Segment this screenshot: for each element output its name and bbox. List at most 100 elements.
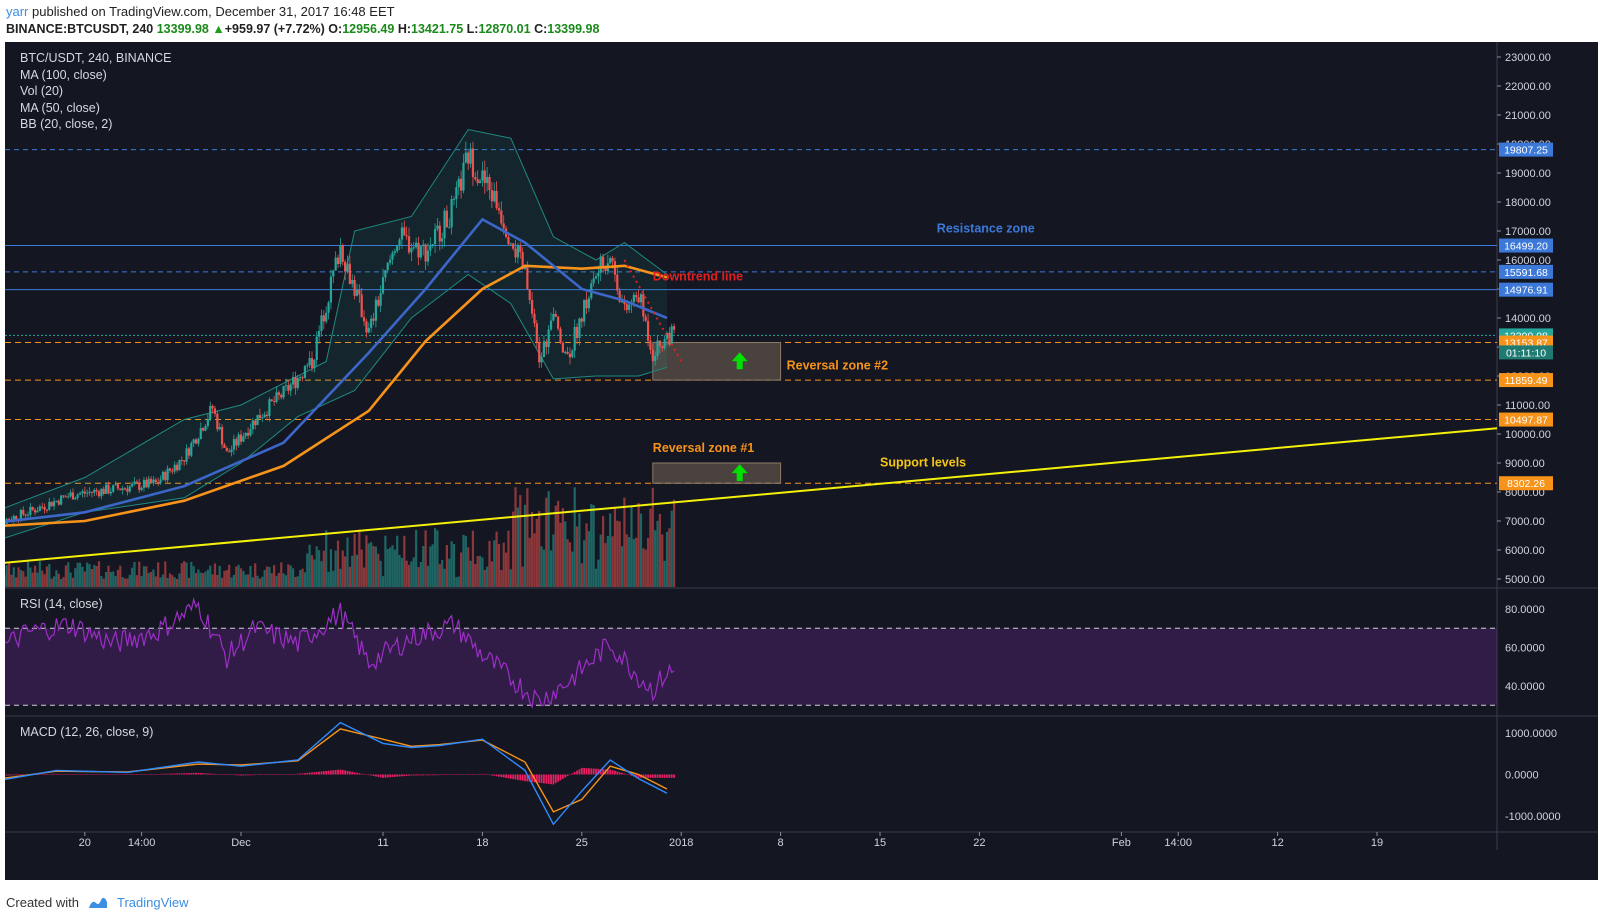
candle-body: [410, 248, 413, 253]
candle-body: [469, 148, 472, 164]
volume-bar: [123, 578, 127, 587]
volume-bar: [561, 508, 564, 587]
candle-body: [478, 180, 482, 184]
candle-body: [64, 496, 67, 498]
macd-hist-bar: [8, 774, 10, 776]
x-tick-label: 14:00: [128, 837, 156, 849]
candle-body: [564, 351, 567, 353]
chart-canvas[interactable]: 23000.0022000.0021000.0019800.0019000.00…: [5, 42, 1598, 880]
candle-body: [424, 244, 427, 262]
candle-body: [60, 495, 63, 505]
candle-body: [488, 176, 491, 191]
macd-hist-bar: [308, 772, 311, 775]
volume-bar: [228, 564, 231, 587]
candle-body: [526, 265, 529, 290]
macd-hist-bar: [583, 767, 586, 775]
macd-hist-bar: [505, 774, 507, 778]
macd-hist-bar: [93, 774, 96, 775]
volume-bar: [362, 567, 366, 587]
volume-bar: [396, 535, 399, 587]
candle-body: [173, 464, 176, 472]
candle-body: [168, 468, 172, 471]
macd-hist-bar: [448, 774, 451, 775]
volume-bar: [218, 565, 221, 587]
price-level-tag: 16499.20: [1499, 238, 1553, 253]
y-tick-label: 17000.00: [1505, 226, 1551, 238]
volume-bar: [209, 565, 212, 587]
volume-bar: [403, 535, 406, 587]
candle-body: [121, 488, 124, 491]
volume-bar: [93, 564, 96, 587]
macd-tick-label: 0.0000: [1505, 770, 1539, 782]
candle-body: [531, 300, 534, 314]
y-tick-label: 10000.00: [1505, 429, 1551, 441]
candle-body: [521, 252, 524, 270]
macd-hist-bar: [185, 773, 188, 775]
volume-bar: [95, 566, 98, 587]
volume-bar: [348, 566, 351, 587]
volume-bar: [90, 569, 93, 587]
candle-body: [152, 479, 155, 484]
macd-hist-bar: [183, 773, 186, 775]
volume-bar: [445, 545, 448, 587]
macd-hist-bar: [344, 770, 347, 775]
volume-bar: [52, 576, 56, 587]
x-tick-label: 14:00: [1164, 837, 1192, 849]
candle-body: [213, 408, 217, 414]
macd-hist-bar: [623, 773, 626, 775]
macd-hist-bar: [20, 774, 22, 775]
volume-bar: [495, 531, 498, 587]
macd-hist-bar: [405, 774, 408, 776]
macd-legend: MACD (12, 26, close, 9): [20, 725, 154, 739]
volume-bar: [78, 562, 82, 587]
candle-body: [41, 506, 44, 508]
candle-body: [561, 342, 564, 353]
macd-hist-bar: [164, 773, 167, 775]
macd-hist-bar: [576, 770, 578, 775]
candle-body: [592, 278, 595, 284]
macd-hist-bar: [60, 773, 63, 775]
tradingview-link[interactable]: TradingView: [116, 895, 189, 910]
macd-tick-label: 1000.0000: [1505, 728, 1557, 740]
candle-body: [291, 377, 295, 385]
volume-bar: [164, 561, 167, 587]
author-link[interactable]: yarr: [6, 4, 29, 19]
x-tick-label: 8: [778, 837, 784, 849]
candle-body: [455, 187, 458, 199]
candle-body: [471, 148, 475, 178]
candle-body: [76, 494, 79, 498]
macd-hist-bar: [12, 774, 15, 776]
volume-bar: [26, 561, 30, 587]
volume-bar: [486, 566, 489, 587]
volume-bar: [320, 561, 323, 587]
macd-hist-bar: [436, 774, 439, 776]
macd-hist-bar: [453, 774, 455, 775]
candle-body: [114, 484, 117, 486]
macd-hist-bar: [91, 774, 93, 775]
macd-hist-bar: [306, 772, 309, 775]
volume-bar: [400, 557, 404, 587]
volume-bar: [315, 546, 318, 587]
candle-body: [396, 245, 399, 252]
chart-frame[interactable]: 23000.0022000.0021000.0019800.0019000.00…: [5, 42, 1598, 880]
volume-bar: [43, 574, 46, 587]
reversal-zone-box: [652, 462, 782, 484]
candle-body: [384, 270, 387, 278]
volume-bar: [554, 505, 557, 587]
volume-bar: [632, 539, 635, 587]
candle-body: [270, 399, 273, 402]
candle-body: [145, 479, 148, 488]
candle-body: [185, 448, 188, 462]
candle-body: [552, 313, 555, 321]
macd-hist-bar: [673, 774, 675, 778]
macd-hist-bar: [441, 774, 444, 776]
candle-body: [216, 413, 219, 430]
macd-hist-bar: [486, 774, 489, 775]
volume-bar: [183, 561, 186, 587]
volume-bar: [265, 566, 269, 587]
volume-bar: [216, 574, 219, 587]
volume-bar: [422, 545, 425, 587]
volume-bar: [533, 533, 536, 587]
candle-body: [386, 262, 389, 271]
macd-hist-bar: [195, 772, 197, 775]
